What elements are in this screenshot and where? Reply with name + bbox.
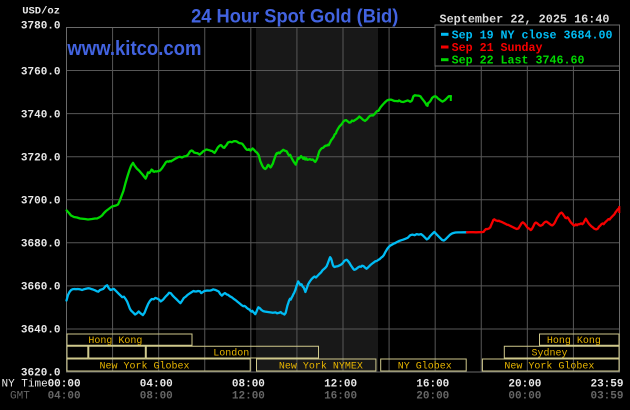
svg-text:3660.0: 3660.0 <box>21 282 61 294</box>
svg-text:12:00: 12:00 <box>232 391 265 403</box>
svg-text:3760.0: 3760.0 <box>21 66 61 78</box>
svg-text:Sep 21 Sunday: Sep 21 Sunday <box>452 41 543 55</box>
svg-text:08:00: 08:00 <box>140 391 173 403</box>
svg-text:00:00: 00:00 <box>508 391 541 403</box>
svg-text:08:00: 08:00 <box>232 379 265 391</box>
svg-text:04:00: 04:00 <box>140 379 173 391</box>
svg-text:03:59: 03:59 <box>590 391 623 403</box>
svg-text:20:00: 20:00 <box>416 391 449 403</box>
svg-text:3780.0: 3780.0 <box>21 20 61 32</box>
svg-text:NY Time: NY Time <box>2 379 48 391</box>
svg-text:New York NYMEX: New York NYMEX <box>279 361 363 373</box>
svg-text:3740.0: 3740.0 <box>21 109 61 121</box>
svg-text:September 22, 2025 16:40: September 22, 2025 16:40 <box>440 13 610 27</box>
svg-text:20:00: 20:00 <box>508 379 541 391</box>
svg-text:New York Globex: New York Globex <box>99 361 189 373</box>
svg-text:23:59: 23:59 <box>590 379 623 391</box>
svg-text:04:00: 04:00 <box>48 391 81 403</box>
svg-text:Sydney: Sydney <box>531 348 567 360</box>
svg-text:16:00: 16:00 <box>416 379 449 391</box>
svg-text:24 Hour Spot Gold (Bid): 24 Hour Spot Gold (Bid) <box>191 6 398 27</box>
svg-text:Sep 22 Last 3746.60: Sep 22 Last 3746.60 <box>452 54 585 68</box>
svg-text:3720.0: 3720.0 <box>21 152 61 164</box>
svg-text:USD/oz: USD/oz <box>22 6 60 18</box>
svg-text:12:00: 12:00 <box>324 379 357 391</box>
svg-text:00:00: 00:00 <box>48 379 81 391</box>
svg-text:New York Globex: New York Globex <box>504 361 594 373</box>
svg-text:GMT: GMT <box>10 391 30 403</box>
svg-text:Hong Kong: Hong Kong <box>547 336 601 347</box>
svg-text:Sep 19 NY close 3684.00: Sep 19 NY close 3684.00 <box>452 28 613 42</box>
svg-text:London: London <box>213 348 249 360</box>
svg-text:3620.0: 3620.0 <box>21 368 61 380</box>
svg-text:3680.0: 3680.0 <box>21 239 61 251</box>
svg-text:3640.0: 3640.0 <box>21 325 61 337</box>
svg-text:NY Globex: NY Globex <box>398 361 452 373</box>
svg-text:16:00: 16:00 <box>324 391 357 403</box>
svg-text:www.kitco.com: www.kitco.com <box>66 38 201 60</box>
svg-text:3700.0: 3700.0 <box>21 195 61 207</box>
svg-text:Hong Kong: Hong Kong <box>88 336 142 347</box>
